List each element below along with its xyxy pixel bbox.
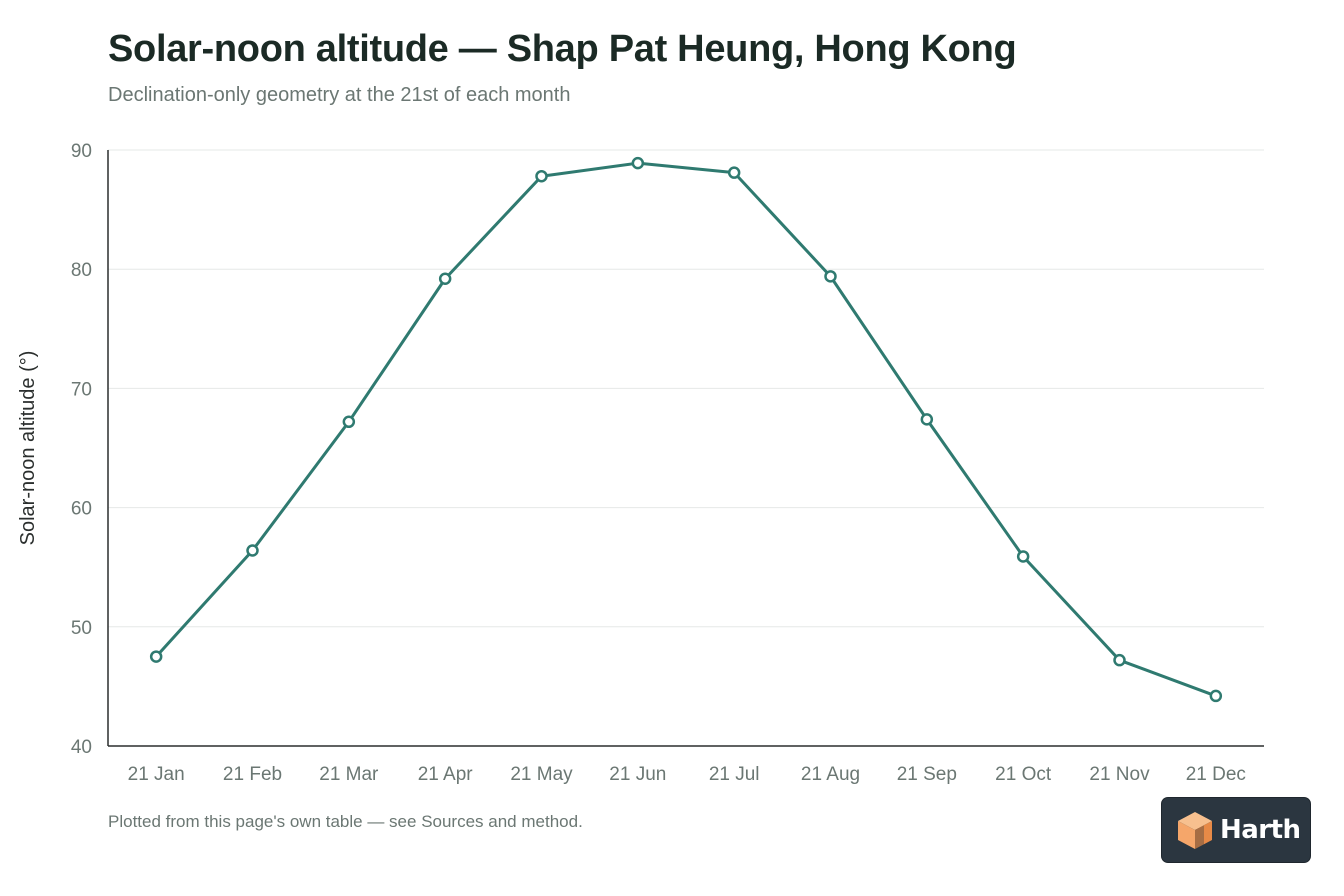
brand-badge[interactable]: Harth xyxy=(1162,798,1310,862)
series-line xyxy=(154,161,1218,698)
x-tick-label: 21 Nov xyxy=(1089,764,1150,785)
chart-subtitle: Declination-only geometry at the 21st of… xyxy=(108,84,571,106)
x-tick-label: 21 Oct xyxy=(995,764,1052,785)
x-tick-label: 21 Jun xyxy=(609,764,666,785)
data-point[interactable] xyxy=(1113,653,1126,667)
brand-name: Harth xyxy=(1220,815,1301,845)
data-point[interactable] xyxy=(824,270,837,283)
y-tick-labels: 40 50 60 70 80 90 xyxy=(71,141,92,758)
gridlines xyxy=(108,149,1264,628)
y-tick-label: 50 xyxy=(71,618,92,639)
x-tick-label: 21 Jan xyxy=(128,764,185,785)
y-tick-label: 70 xyxy=(71,379,92,400)
x-tick-labels: 21 Jan 21 Feb 21 Mar 21 Apr 21 May 21 Jun 21 J… xyxy=(128,764,1246,785)
x-tick-label: 21 Sep xyxy=(897,764,957,785)
chart-title: Solar-noon altitude — Shap Pat Heung, Ho… xyxy=(108,28,1017,70)
data-point[interactable] xyxy=(920,413,934,426)
y-tick-label: 40 xyxy=(71,737,92,758)
y-axis-label: Solar-noon altitude (°) xyxy=(17,351,39,546)
data-point[interactable] xyxy=(1016,550,1030,563)
x-tick-label: 21 Feb xyxy=(223,764,282,785)
data-point[interactable] xyxy=(246,544,259,557)
data-point[interactable] xyxy=(727,166,741,179)
footnote: Plotted from this page's own table — see… xyxy=(108,812,583,831)
data-point[interactable] xyxy=(438,272,452,285)
data-point[interactable] xyxy=(535,169,548,183)
data-point[interactable] xyxy=(149,650,163,663)
data-point[interactable] xyxy=(342,415,356,429)
y-tick-label: 60 xyxy=(71,499,92,520)
axes xyxy=(107,150,1264,747)
x-tick-label: 21 Apr xyxy=(418,764,474,785)
data-markers xyxy=(149,156,1223,703)
series xyxy=(154,161,1218,698)
isometric-cube-icon xyxy=(1178,812,1212,849)
x-tick-label: 21 Aug xyxy=(801,764,860,785)
x-tick-label: 21 Dec xyxy=(1186,764,1246,785)
x-tick-label: 21 May xyxy=(510,764,573,785)
x-tick-label: 21 Mar xyxy=(319,764,379,785)
x-tick-label: 21 Jul xyxy=(709,764,760,785)
data-point[interactable] xyxy=(631,156,645,170)
y-tick-label: 80 xyxy=(71,260,92,281)
y-tick-label: 90 xyxy=(71,141,92,162)
data-point[interactable] xyxy=(1209,689,1223,703)
